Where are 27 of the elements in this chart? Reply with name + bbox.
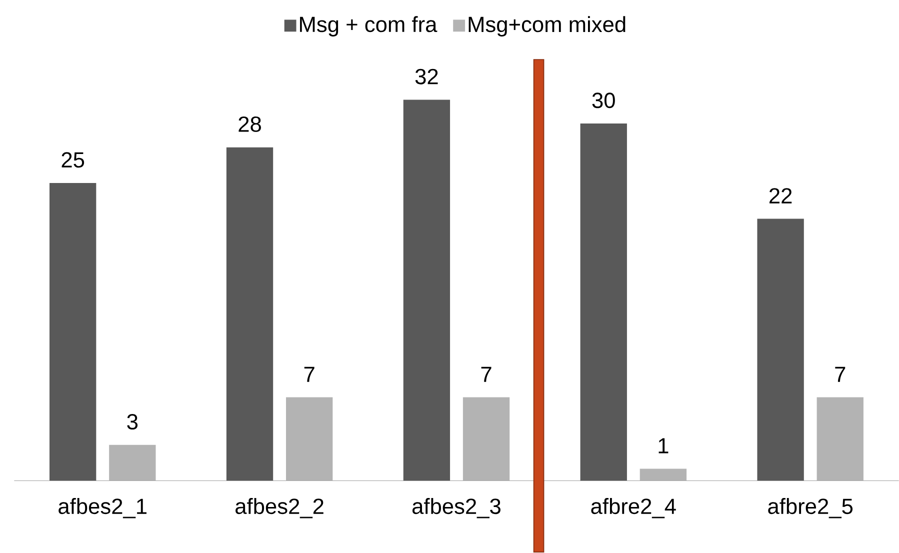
- data-label: 28: [238, 116, 261, 132]
- x-tick-label: afbes2_2: [236, 498, 324, 518]
- data-label: 30: [592, 92, 615, 108]
- x-tick-label: afbes2_1: [58, 498, 146, 518]
- data-label: 22: [770, 188, 792, 204]
- x-tick-label: afbes2_3: [412, 498, 500, 518]
- bar: [580, 124, 627, 481]
- legend-label: Msg + com fra: [300, 16, 438, 37]
- bar: [109, 445, 156, 481]
- bar: [462, 398, 510, 481]
- bar: [816, 398, 864, 481]
- bar: [286, 398, 333, 481]
- data-label: 7: [304, 367, 314, 382]
- data-label: 25: [62, 152, 84, 168]
- data-label: 32: [415, 69, 438, 85]
- data-label: 3: [127, 414, 138, 430]
- bar: [50, 183, 96, 481]
- bar: [403, 100, 450, 481]
- bar: [757, 219, 804, 481]
- x-tick-label: afbre2_5: [768, 498, 853, 518]
- data-label: 1: [658, 438, 668, 454]
- x-tick-label: afbre2_4: [591, 498, 676, 518]
- bar: [640, 468, 687, 481]
- legend-label: Msg+com mixed: [468, 16, 626, 37]
- data-label: 7: [835, 367, 846, 382]
- bar: [226, 148, 274, 481]
- data-label: 7: [481, 367, 492, 382]
